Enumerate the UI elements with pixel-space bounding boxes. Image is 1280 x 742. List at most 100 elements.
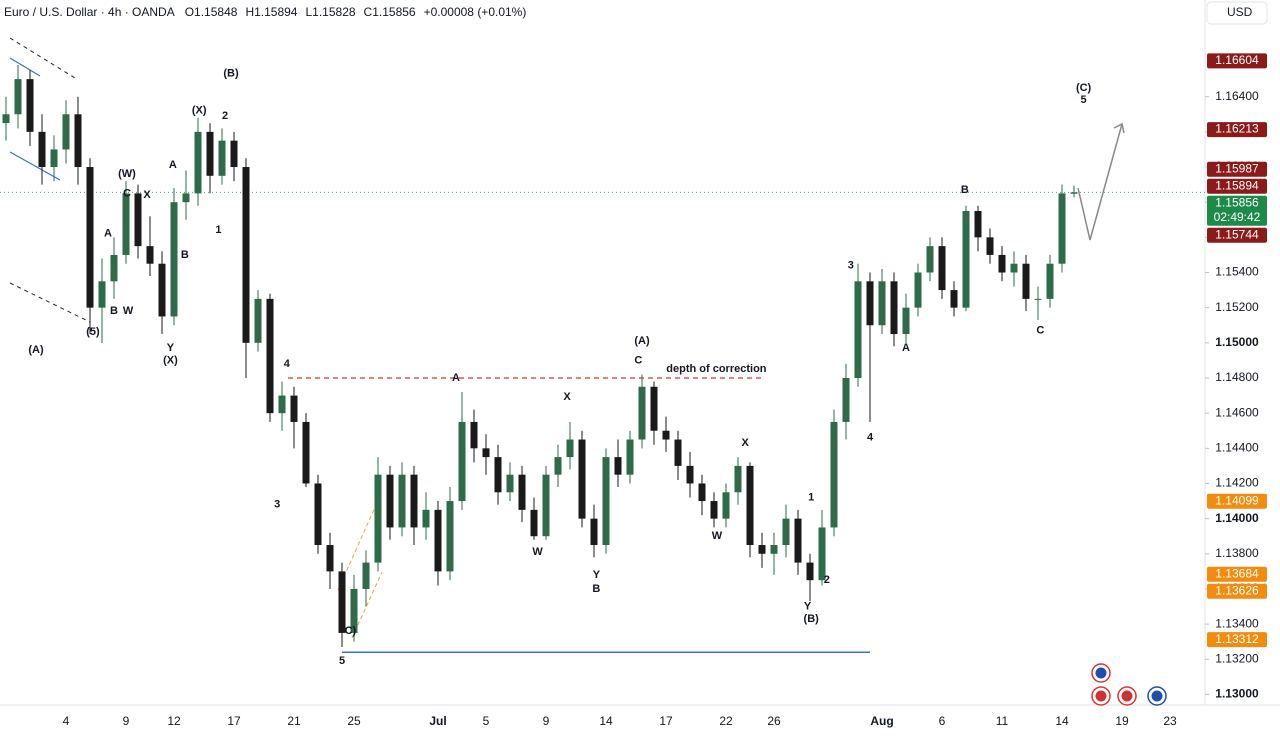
header: Euro / U.S. Dollar · 4h · OANDA [4, 5, 175, 19]
event-icon-flag [1095, 690, 1107, 702]
y-tick-label: 1.15400 [1215, 265, 1259, 279]
channel-line [351, 571, 383, 639]
candle-body [1046, 263, 1054, 299]
x-tick-label: 22 [719, 714, 733, 728]
wave-label: W [123, 305, 134, 317]
y-tick-label: 1.16400 [1215, 89, 1259, 103]
candle-body [362, 562, 370, 589]
candle-body [1022, 263, 1030, 299]
candle-body [26, 79, 34, 132]
x-tick-label: 25 [347, 714, 361, 728]
wave-label: (W) [118, 168, 136, 180]
price-tag [1207, 583, 1267, 599]
y-tick-label: 1.13400 [1215, 616, 1259, 630]
x-tick-label: Aug [870, 714, 893, 728]
wave-label: A [452, 372, 460, 384]
price-tag [1207, 632, 1267, 648]
candle-body [218, 140, 226, 176]
candle-body [602, 457, 610, 546]
candle-body [782, 518, 790, 546]
wave-label: 2 [222, 110, 228, 122]
candle-body [434, 509, 442, 572]
y-tick-label: 1.15200 [1215, 300, 1259, 314]
candle-body [266, 298, 274, 414]
candle-body [914, 272, 922, 308]
candle-body [746, 465, 754, 546]
price-tag [1207, 493, 1267, 509]
event-icons [1091, 663, 1167, 706]
y-tick-label: 1.14600 [1215, 405, 1259, 419]
ohlc-value: H1.15894 [245, 5, 297, 19]
price-tag-label: 1.13312 [1215, 632, 1259, 646]
wave-label: B [110, 305, 118, 317]
candle-body [98, 281, 106, 308]
wave-label: (X) [192, 105, 207, 117]
candle-body [854, 281, 862, 378]
candle-body [86, 167, 94, 308]
currency-label[interactable]: USD [1227, 5, 1253, 19]
y-tick-label: 1.14800 [1215, 370, 1259, 384]
candle-body [698, 483, 706, 502]
candle-body [230, 140, 238, 168]
price-tag [1207, 53, 1267, 69]
candle-body [158, 263, 166, 317]
candle-body [626, 439, 634, 475]
candle-body [14, 79, 22, 115]
candle-body [290, 395, 298, 422]
ohlc-value: O1.15848 [185, 5, 238, 19]
currency-button[interactable] [1206, 1, 1268, 25]
candle-body [794, 518, 802, 563]
price-tag-label: 1.16213 [1215, 122, 1259, 136]
x-tick-label: 14 [599, 714, 613, 728]
channel-line [9, 57, 41, 77]
candle-body [38, 131, 46, 168]
candle-body [998, 254, 1006, 273]
candle-body [62, 114, 70, 150]
wave-label: (A) [28, 344, 44, 356]
x-tick-label: 5 [483, 714, 490, 728]
wave-label: 4 [867, 432, 874, 444]
x-tick-label: 4 [63, 714, 70, 728]
wave-label: 4 [284, 358, 291, 370]
price-countdown: 02:49:42 [1214, 210, 1261, 224]
event-icon-flag [1151, 690, 1163, 702]
x-tick-label: 26 [767, 714, 781, 728]
wave-label: A [169, 159, 177, 171]
candle-body [1010, 263, 1018, 273]
candle-body [446, 501, 454, 572]
x-tick-label: 12 [167, 714, 181, 728]
candle-body [878, 281, 886, 326]
candle-body [890, 281, 898, 335]
wave-label: 1 [808, 491, 814, 503]
wave-label: (X) [163, 354, 178, 366]
wave-label: (C) [1076, 82, 1092, 94]
price-tag [1207, 566, 1267, 582]
candle-body [770, 545, 778, 554]
candle-body [974, 210, 982, 238]
wave-label: W [712, 530, 723, 542]
wave-label: Y [804, 600, 812, 612]
event-icon-flag [1121, 690, 1133, 702]
candle-body [518, 474, 526, 510]
wave-label: W [532, 546, 543, 558]
price-tag-label: 1.15894 [1215, 178, 1259, 192]
candle-body [170, 202, 178, 317]
y-tick-label: 1.14000 [1215, 511, 1259, 525]
wave-label: X [563, 391, 571, 403]
candle-body [542, 474, 550, 537]
y-tick-label: 1.14400 [1215, 440, 1259, 454]
candle-body [830, 421, 838, 528]
price-tag-label: 1.13684 [1215, 566, 1259, 580]
candle-body [206, 131, 214, 176]
x-tick-label: 14 [1055, 714, 1069, 728]
candle-body [710, 501, 718, 519]
wave-label: 2 [824, 574, 830, 586]
price-tag [1207, 178, 1267, 194]
candle-body [962, 210, 970, 308]
wave-label: (B) [223, 68, 239, 80]
wave-label: C) [345, 625, 357, 637]
candle-body [110, 254, 118, 282]
candle-body [134, 193, 142, 247]
